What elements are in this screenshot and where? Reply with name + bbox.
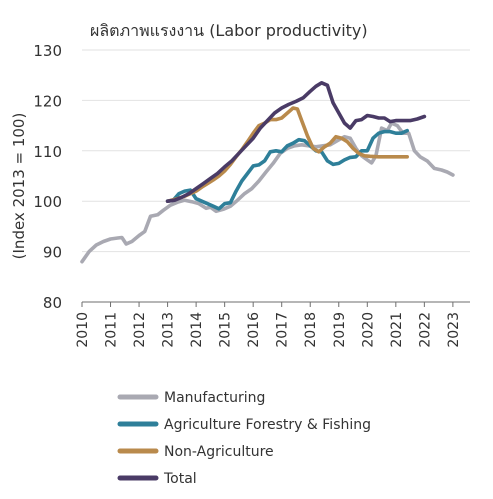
series-line-1 xyxy=(165,128,409,211)
x-tick-label: 2012 xyxy=(132,312,148,348)
x-tick-label: 2018 xyxy=(303,312,319,348)
gridlines xyxy=(82,49,470,303)
y-tick-label: 90 xyxy=(43,244,62,262)
legend-label: Manufacturing xyxy=(164,390,265,406)
series-lines xyxy=(80,81,455,264)
series-line-3 xyxy=(165,81,427,203)
y-axis-label: (Index 2013 = 100) xyxy=(10,113,28,260)
x-tick-label: 2015 xyxy=(218,312,234,348)
y-tick-label: 100 xyxy=(33,193,62,211)
y-tick-label: 80 xyxy=(43,294,62,312)
x-tick-label: 2020 xyxy=(360,312,376,348)
x-tick-label: 2011 xyxy=(104,312,120,348)
legend-label: Total xyxy=(163,471,197,487)
chart-title: ผลิตภาพแรงงาน (Labor productivity) xyxy=(90,21,368,40)
legend: Manufacturing Agriculture Forestry & Fish… xyxy=(117,390,371,487)
x-tick-label: 2014 xyxy=(189,312,205,348)
legend-label: Non-Agriculture xyxy=(164,444,274,460)
x-tick-label: 2021 xyxy=(389,312,405,348)
x-axis: 2010 2011 2012 2013 2014 2015 2016 2017 2018 2019… xyxy=(75,301,470,348)
x-tick-label: 2023 xyxy=(446,312,462,348)
y-tick-label: 120 xyxy=(33,92,62,110)
x-tick-label: 2017 xyxy=(275,312,291,348)
x-tick-label: 2022 xyxy=(417,312,433,348)
x-tick-label: 2019 xyxy=(332,312,348,348)
x-tick-label: 2013 xyxy=(161,312,177,348)
y-tick-label: 130 xyxy=(33,42,62,60)
legend-label: Agriculture Forestry & Fishing xyxy=(164,417,371,433)
series-line-2 xyxy=(165,106,409,203)
y-tick-label: 110 xyxy=(33,143,62,161)
x-tick-label: 2016 xyxy=(246,312,262,348)
x-tick-label: 2010 xyxy=(75,312,91,348)
series-line-0 xyxy=(80,121,455,264)
y-axis: 80 90 100 110 120 130 xyxy=(33,42,62,312)
